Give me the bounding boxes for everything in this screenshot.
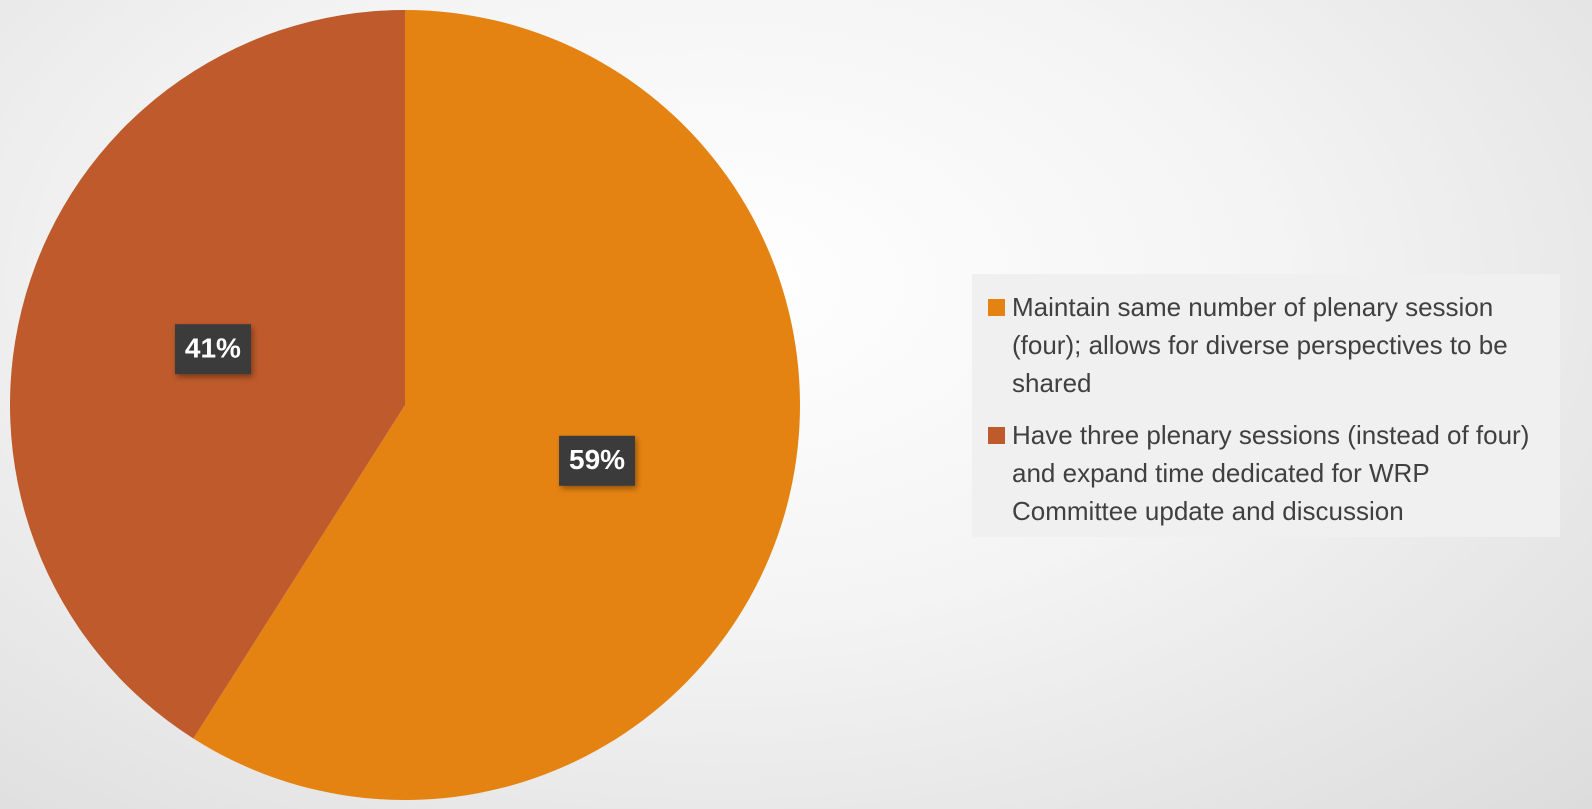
pie-slice bbox=[10, 10, 406, 739]
legend-swatch bbox=[988, 299, 1005, 316]
legend-label: Maintain same number of plenary session … bbox=[1012, 292, 1508, 398]
legend-entry: Have three plenary sessions (instead of … bbox=[988, 416, 1552, 530]
data-label: 59% bbox=[559, 435, 636, 486]
data-label-box bbox=[559, 435, 636, 486]
legend-swatch bbox=[988, 427, 1005, 444]
data-label-text: 41% bbox=[185, 333, 241, 364]
pie-slice bbox=[193, 10, 801, 800]
legend-label: Have three plenary sessions (instead of … bbox=[1012, 420, 1530, 526]
legend-entry: Maintain same number of plenary session … bbox=[988, 288, 1552, 402]
legend: Maintain same number of plenary session … bbox=[972, 274, 1560, 537]
data-label: 41% bbox=[174, 324, 251, 375]
data-label-box bbox=[174, 324, 251, 375]
data-label-text: 59% bbox=[569, 444, 625, 475]
